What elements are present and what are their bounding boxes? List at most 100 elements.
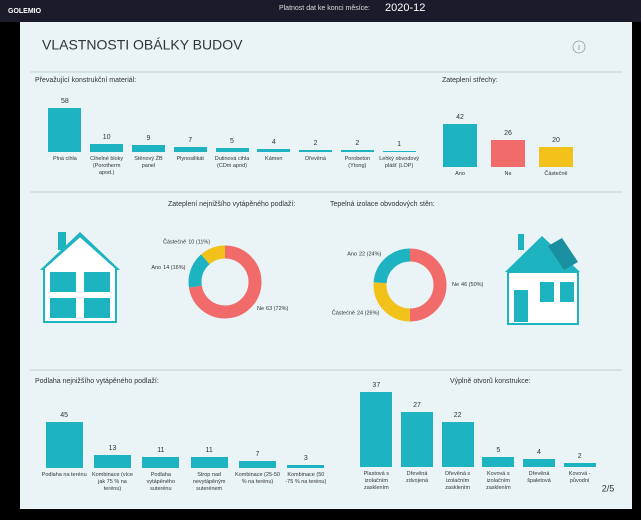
slice-value: 10 (11%) [188, 240, 210, 246]
category-label: Dřevěná [305, 156, 326, 162]
slice-label: Částečně 10 (11%) [163, 239, 210, 246]
bar [340, 150, 374, 152]
logo: GOLEMIO [8, 8, 42, 15]
donut-segment [373, 248, 447, 322]
bar [299, 150, 333, 152]
category-label: Kámen [265, 156, 283, 162]
category-label: Dřevěná s izolačním zasklením [445, 471, 471, 491]
value-label: 37 [372, 382, 381, 389]
slice-value: 24 (26%) [357, 311, 379, 317]
bar [539, 146, 573, 167]
slice-label: Ne 46 (50%) [452, 282, 484, 288]
slice-category: Částečně [163, 239, 186, 246]
page-number: 2/5 [602, 483, 615, 493]
value-label: 7 [188, 136, 193, 144]
value-label: 5 [230, 138, 234, 146]
value-label: 27 [413, 402, 421, 410]
category-label: Dřevěná špaletová [527, 471, 551, 484]
category-label: Stěnový ŽB panel [134, 156, 163, 169]
validity-label: Platnost dat ke konci měsíce: [279, 5, 370, 12]
page-title: VLASTNOSTI OBÁLKY BUDOV [42, 37, 243, 53]
bar [443, 124, 477, 167]
category-label: Kombinace (50 -75 % na terénu) [285, 472, 327, 485]
chart-title: Výplně otvorů konstrukce: [450, 378, 531, 385]
value-label: 11 [205, 446, 213, 454]
house-right [505, 234, 580, 325]
value-label: 2 [577, 452, 582, 460]
chart-title: Zateplení nejnižšího vytápěného podlaží: [168, 201, 296, 208]
category-label: Plastová s izolačním zasklením [363, 471, 390, 491]
value-label: 20 [552, 136, 560, 144]
bar [48, 108, 82, 152]
value-label: 45 [60, 412, 69, 419]
slice-category: Ano [347, 252, 357, 258]
slice-label: Ne 63 (72%) [257, 307, 289, 313]
donut-segment [188, 245, 262, 319]
bar [94, 454, 131, 468]
bar [382, 151, 416, 152]
bar [173, 146, 207, 152]
bar [257, 148, 291, 152]
value-label: 3 [303, 454, 308, 462]
header-bar [0, 0, 641, 22]
bar [401, 412, 433, 467]
slice-label: Ano 22 (24%) [347, 252, 381, 258]
donut-segment [373, 248, 447, 322]
value-label: 58 [60, 98, 69, 105]
donut-segment [188, 245, 262, 319]
slice-category: Ne [452, 282, 459, 288]
bar [131, 145, 165, 152]
slice-value: 14 (16%) [163, 265, 185, 271]
house-left [40, 232, 120, 323]
value-label: 22 [453, 412, 462, 420]
slice-label: Ano 14 (16%) [151, 265, 185, 271]
value-label: 2 [355, 140, 360, 148]
value-label: 11 [157, 446, 165, 454]
bar [482, 456, 515, 467]
slice-value: 63 (72%) [266, 307, 288, 313]
slice-category: Ano [151, 265, 161, 271]
value-label: 13 [108, 444, 117, 452]
bar [491, 140, 525, 167]
category-label: Strop nad nevytápěným suterénem [192, 472, 226, 492]
value-label: 5 [496, 446, 501, 454]
bar [441, 422, 474, 467]
slice-value: 22 (24%) [359, 252, 381, 258]
category-label: Porobeton (Ytong) [344, 156, 371, 169]
bar [90, 144, 124, 152]
value-label: 1 [397, 141, 402, 149]
value-label: 4 [271, 138, 276, 146]
value-label: 26 [504, 130, 512, 138]
category-label: Plná cihla [52, 156, 77, 162]
value-label: 7 [255, 450, 260, 458]
validity-date: 2020-12 [385, 2, 425, 14]
value-label: 42 [456, 114, 464, 121]
slice-category: Částečně [332, 310, 355, 317]
category-label: Plynosilikát [176, 156, 204, 162]
category-label: Lehký obvodový plášť (LOP) [379, 156, 419, 169]
info-icon[interactable] [572, 40, 586, 54]
bar [563, 462, 596, 467]
category-label: Cihelné bloky (Porotherm apod.) [90, 156, 124, 176]
category-label: Podlaha na terénu [41, 472, 87, 478]
chart-title: Převažující konstrukční materiál: [35, 77, 137, 84]
bar [142, 456, 180, 468]
category-label: Ano [455, 171, 465, 177]
value-label: 9 [146, 135, 151, 143]
bar [45, 422, 83, 468]
bar [360, 392, 393, 467]
category-label: Kombinace (25-50 % na terénu) [235, 472, 280, 485]
category-label: Dřevěná zdvojená [405, 471, 429, 484]
bar [287, 464, 325, 468]
value-label: 4 [537, 448, 541, 456]
category-label: Částečně [544, 171, 568, 177]
chart-title: Podlaha nejnižšího vytápěného podlaží: [35, 378, 159, 385]
value-label: 2 [313, 140, 318, 148]
slice-category: Ne [257, 307, 264, 313]
value-label: 10 [102, 134, 111, 142]
bar [215, 148, 249, 152]
category-label: Kovová - původní [568, 471, 591, 484]
slice-value: 46 (50%) [461, 282, 483, 288]
bar [190, 456, 228, 468]
